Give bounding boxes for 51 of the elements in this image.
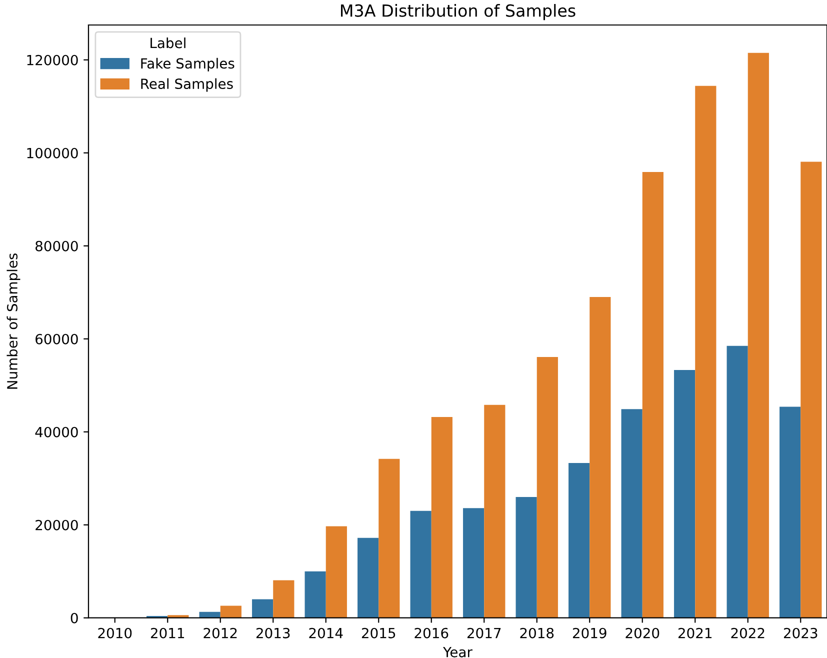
bar bbox=[800, 162, 822, 618]
chart-title: M3A Distribution of Samples bbox=[341, 4, 576, 20]
y-tick-label: 80000 bbox=[36, 240, 78, 252]
bar bbox=[568, 463, 590, 618]
bar bbox=[590, 297, 611, 618]
bar bbox=[252, 599, 274, 618]
bar bbox=[695, 86, 716, 618]
bar bbox=[463, 508, 484, 618]
bar bbox=[780, 406, 801, 618]
bar bbox=[199, 612, 220, 618]
bar bbox=[748, 52, 769, 618]
bar bbox=[304, 571, 326, 618]
bar bbox=[674, 370, 696, 618]
bar bbox=[273, 580, 294, 618]
bar bbox=[516, 496, 537, 618]
y-axis-title: Number of Samples bbox=[6, 253, 20, 389]
legend-title: Label bbox=[150, 38, 186, 48]
x-tick-label: 2014 bbox=[309, 628, 343, 638]
y-tick-label: 120000 bbox=[27, 54, 78, 66]
y-tick-label: 60000 bbox=[36, 334, 78, 344]
bar bbox=[726, 346, 748, 618]
x-axis-title: Year bbox=[443, 647, 472, 658]
x-tick-label: 2011 bbox=[150, 628, 184, 638]
x-tick-label: 2018 bbox=[520, 628, 554, 638]
x-tick-label: 2022 bbox=[731, 628, 764, 638]
bar bbox=[326, 526, 347, 618]
x-tick-label: 2012 bbox=[204, 628, 237, 638]
x-tick-label: 2023 bbox=[784, 628, 818, 638]
bar bbox=[484, 404, 506, 618]
y-tick-label: 100000 bbox=[27, 148, 78, 158]
y-tick-label: 20000 bbox=[36, 520, 78, 530]
bar bbox=[358, 538, 379, 618]
x-tick-label: 2013 bbox=[256, 628, 290, 638]
legend-label: Real Samples bbox=[141, 78, 233, 92]
x-tick-label: 2021 bbox=[678, 628, 712, 638]
legend-label: Fake Samples bbox=[141, 58, 234, 72]
x-tick-label: 2015 bbox=[362, 628, 396, 638]
bar bbox=[431, 416, 452, 618]
x-tick-label: 2010 bbox=[98, 628, 132, 638]
x-tick-label: 2016 bbox=[414, 628, 448, 638]
bar bbox=[621, 409, 642, 618]
bar bbox=[642, 172, 664, 618]
y-tick-label: 40000 bbox=[35, 426, 78, 438]
y-tick-label: 0 bbox=[70, 612, 78, 624]
x-tick-label: 2020 bbox=[626, 628, 660, 638]
bar bbox=[536, 357, 558, 618]
bar bbox=[220, 606, 242, 618]
bar bbox=[378, 458, 400, 618]
bar bbox=[410, 510, 432, 618]
x-tick-label: 2017 bbox=[467, 628, 501, 638]
x-tick-label: 2019 bbox=[572, 628, 606, 638]
